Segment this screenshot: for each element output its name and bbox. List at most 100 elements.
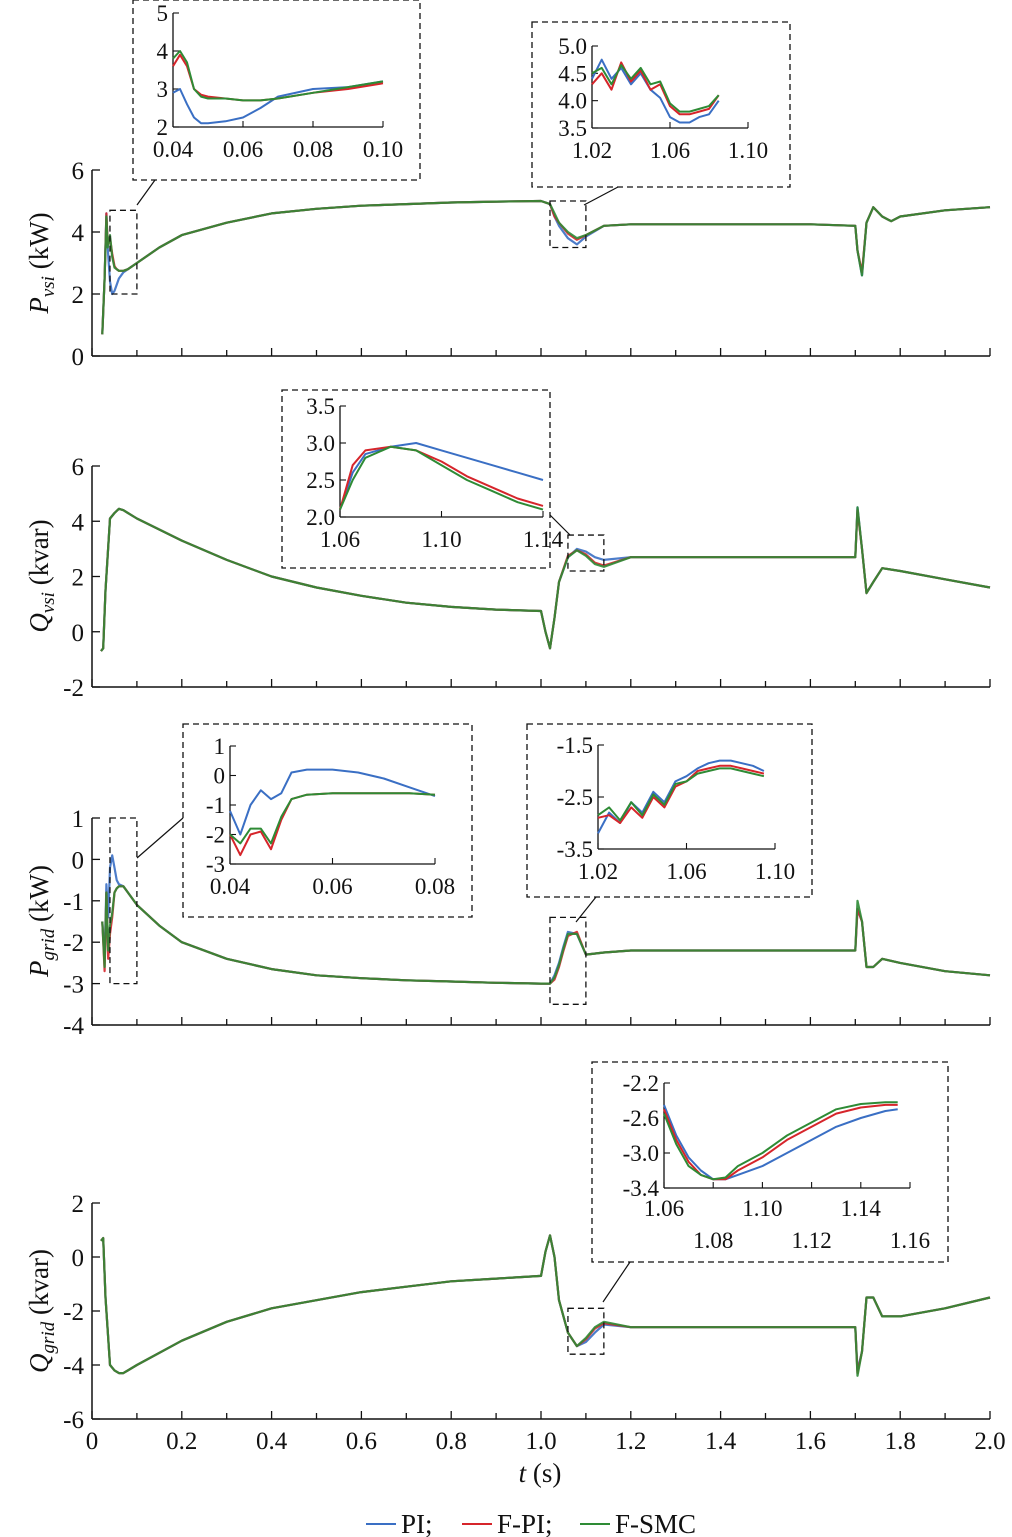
panel-1-inset-1-y-tick-label: 5 [157, 1, 169, 26]
panel-1-inset-2-y-tick-label: 4.0 [558, 89, 587, 114]
panel-3-inset-2-x-tick-label: 1.10 [755, 859, 795, 884]
panel-1-inset-2-y-tick-label: 5.0 [558, 34, 587, 59]
x-tick-label: 1.4 [705, 1428, 737, 1455]
panel-4-y-tick-label: -4 [63, 1353, 84, 1380]
panel-3-inset-1-series-f-smc [229, 792, 436, 845]
panel-2-y-tick-label: 4 [72, 509, 85, 536]
panel-4-inset-1-x-tick-label: 1.12 [791, 1228, 831, 1253]
panel-3-y-tick-label: 0 [72, 847, 85, 874]
panel-1-inset-2-connector [583, 186, 619, 206]
panel-1-inset-2-y-tick-label: 4.5 [558, 61, 587, 86]
legend-label-f-smc: F-SMC [615, 1509, 696, 1537]
panel-3-inset-2-series-f-pi [597, 764, 765, 824]
panel-2-y-tick-label: 0 [72, 620, 85, 647]
panel-1-y-tick-label: 0 [72, 344, 85, 371]
panel-3-inset-1-x-tick-label: 0.06 [312, 874, 352, 899]
x-tick-label: 1.8 [885, 1428, 916, 1455]
legend-label-pi: PI; [401, 1509, 433, 1537]
panel-1-y-tick-label: 2 [72, 282, 85, 309]
panel-2-inset-1-y-tick-label: 2.5 [306, 468, 335, 493]
panel-2-inset-1-y-tick-label: 2.0 [306, 505, 335, 530]
panel-3-y-tick-label: 1 [72, 806, 85, 833]
panel-4-inset-1-y-tick-label: -2.2 [623, 1071, 659, 1096]
panel-2-inset-1-series-f-smc [339, 445, 544, 511]
panel-1-zoom-box [549, 200, 587, 249]
panel-1-inset-2-x-tick-label: 1.02 [572, 138, 612, 163]
panel-1-inset-1-series-pi [172, 80, 384, 125]
panel-1-y-axis-label: Pvsi (kW) [24, 212, 59, 314]
panel-1-inset-2-series-f-smc [591, 64, 720, 113]
panel-4-y-tick-label: 0 [72, 1245, 85, 1272]
panel-3-inset-1-y-tick-label: -2 [206, 823, 225, 848]
panel-3-inset-2-series-f-smc [597, 767, 765, 822]
panel-4-inset-1-connector [602, 1261, 631, 1303]
panel-1-inset-1-x-tick-label: 0.10 [363, 137, 403, 162]
panel-3-inset-2-connector [575, 896, 597, 923]
panel-4-y-axis-label: Qgrid (kvar) [24, 1249, 59, 1373]
panel-3-inset-1-y-tick-label: -1 [206, 793, 225, 818]
panel-1-series-f-smc [101, 199, 991, 335]
panel-4: -6 -4 -2 0 2 0 0.2 0.4 0.6 0.8 1.0 1.2 1.4 1.6 1.8 2.0 Q… [24, 1061, 1006, 1455]
panel-2-zoom-box [567, 534, 605, 572]
panel-1-inset-1-connector [136, 179, 156, 206]
panel-2-inset-1-series-pi [339, 442, 544, 510]
panel-2-inset-1-x-tick-label: 1.14 [523, 527, 564, 552]
x-axis-label-variable: t [519, 1458, 528, 1488]
panel-2-series-f-smc [100, 506, 991, 652]
panel-1-y-tick-label: 6 [72, 158, 85, 185]
panel-1-zoom-box [109, 209, 138, 295]
panel-3-y-tick-label: -4 [63, 1013, 84, 1040]
panel-4-y-tick-label: -2 [63, 1299, 84, 1326]
panel-3-inset-1-connector [136, 817, 184, 859]
panel-3-inset-1-x-tick-label: 0.08 [415, 874, 455, 899]
panel-2-inset-1-series-f-pi [339, 445, 544, 510]
x-tick-label: 0.4 [256, 1428, 288, 1455]
panel-4-inset-1-series-f-smc [663, 1101, 898, 1181]
panel-3-inset-2-y-tick-label: -2.5 [557, 785, 593, 810]
panel-1-inset-2-x-tick-label: 1.10 [728, 138, 768, 163]
x-tick-label: 1.6 [795, 1428, 826, 1455]
panel-4-inset-1-x-tick-label: 1.16 [890, 1228, 930, 1253]
panel-4-inset-1-x-tick-label: 1.14 [841, 1196, 882, 1221]
panel-3-y-tick-label: -1 [63, 889, 84, 916]
panel-1-inset-1-x-tick-label: 0.06 [223, 137, 263, 162]
panel-3-zoom-box [109, 817, 138, 985]
panel-1-inset-1-y-tick-label: 2 [157, 115, 169, 140]
panel-3-inset-2-x-tick-label: 1.06 [666, 859, 706, 884]
panel-4-zoom-box [567, 1307, 605, 1355]
panel-4-inset-1-series-pi [663, 1104, 898, 1181]
x-axis-label: t (s) [519, 1458, 562, 1488]
panel-3-zoom-box [549, 916, 587, 1005]
panel-1-inset-2-series-f-pi [591, 61, 720, 116]
panel-4-inset-1: -3.4 -3.0 -2.6 -2.2 1.06 1.08 1.10 1.12 1.14 1.16 [591, 1061, 949, 1303]
legend: PI; F-PI; F-SMC [366, 1509, 696, 1537]
panel-3-inset-2: -3.5 -2.5 -1.5 1.02 1.06 1.10 [526, 723, 813, 923]
panel-1-inset-2-x-tick-label: 1.06 [650, 138, 690, 163]
x-axis-label-unit: (s) [526, 1458, 561, 1488]
panel-3-inset-1-y-tick-label: -3 [206, 852, 225, 877]
panel-3-inset-2-x-tick-label: 1.02 [578, 859, 618, 884]
x-tick-label: 1.0 [525, 1428, 556, 1455]
panel-2-y-tick-label: 2 [72, 565, 85, 592]
panel-2: -2 0 2 4 6 Qvsi (kvar) 2.0 2.5 3.0 3.5 1.06 1.10 1.1… [24, 389, 991, 702]
panel-3-inset-1-series-pi [229, 768, 436, 836]
panel-3-inset-2-y-tick-label: -1.5 [557, 733, 593, 758]
panel-2-inset-1-frame [281, 389, 551, 569]
panel-2-y-axis-label: Qvsi (kvar) [24, 519, 59, 632]
panel-4-series-f-smc [100, 1234, 991, 1377]
panel-3-inset-1-frame [182, 723, 473, 918]
panel-3-inset-1-y-tick-label: 0 [214, 764, 226, 789]
panel-3-y-axis-label: Pgrid (kW) [24, 865, 59, 978]
panel-1-y-tick-label: 4 [72, 220, 85, 247]
panel-2-y-tick-label: -2 [63, 675, 84, 702]
x-tick-label: 0.6 [346, 1428, 377, 1455]
panel-4-inset-1-series-f-pi [663, 1103, 898, 1181]
panel-2-inset-1: 2.0 2.5 3.0 3.5 1.06 1.10 1.14 [281, 389, 571, 569]
x-tick-label: 1.2 [615, 1428, 646, 1455]
x-tick-label: 0 [86, 1428, 99, 1455]
panel-4-inset-1-y-tick-label: -3.0 [623, 1141, 659, 1166]
panel-1-inset-2-frame [531, 21, 791, 188]
panel-3-inset-2-frame [526, 723, 813, 898]
